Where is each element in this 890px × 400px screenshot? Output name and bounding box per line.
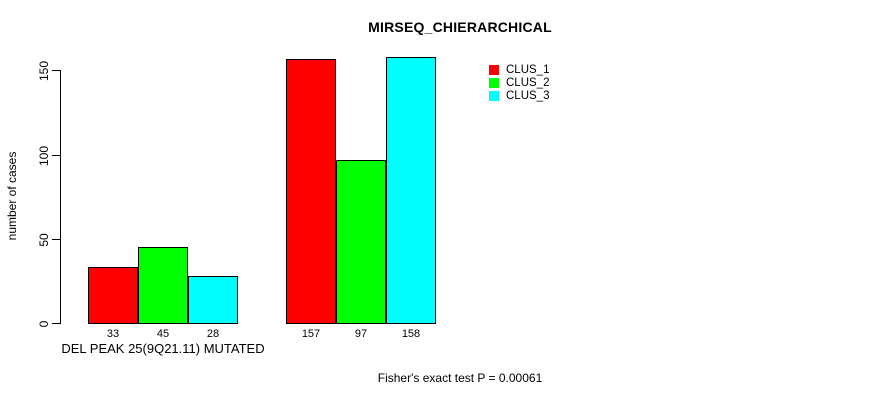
bar-value-label: 33 bbox=[106, 328, 120, 340]
bar-value-label: 97 bbox=[354, 328, 368, 340]
bar-value-label: 158 bbox=[401, 328, 421, 340]
legend-swatch-icon bbox=[489, 65, 499, 75]
y-tick-label-text: 50 bbox=[37, 232, 51, 247]
legend-label: CLUS_3 bbox=[506, 90, 550, 102]
y-tick-label-text: 100 bbox=[37, 145, 51, 166]
legend-row-clus_1: CLUS_1 bbox=[489, 64, 550, 76]
legend-label: CLUS_1 bbox=[506, 64, 550, 76]
bar-value-label: 157 bbox=[301, 328, 321, 340]
x-category-label: DEL PEAK 25(9Q21.11) MUTATED bbox=[61, 341, 265, 356]
bar-clus_1-group2 bbox=[286, 59, 336, 324]
y-tick-mark bbox=[52, 239, 60, 240]
legend-label: CLUS_2 bbox=[506, 77, 550, 89]
legend-row-clus_3: CLUS_3 bbox=[489, 90, 550, 102]
legend-swatch-icon bbox=[489, 91, 499, 101]
legend: CLUS_1 CLUS_2 CLUS_3 bbox=[489, 64, 550, 102]
y-tick-label-text: 150 bbox=[37, 60, 51, 81]
y-tick-mark bbox=[52, 155, 60, 156]
legend-row-clus_2: CLUS_2 bbox=[489, 77, 550, 89]
bar-clus_3-group1 bbox=[188, 276, 238, 324]
y-tick-mark bbox=[52, 323, 60, 324]
chart-title: MIRSEQ_CHIERARCHICAL bbox=[368, 19, 552, 35]
bar-value-label: 28 bbox=[206, 328, 220, 340]
bar-clus_2-group2 bbox=[336, 160, 386, 324]
bar-clus_1-group1 bbox=[88, 267, 138, 324]
legend-swatch-icon bbox=[489, 78, 499, 88]
y-tick-mark bbox=[52, 70, 60, 71]
bar-clus_2-group1 bbox=[138, 247, 188, 324]
y-tick-label-text: 0 bbox=[37, 320, 51, 327]
pvalue-annotation: Fisher's exact test P = 0.00061 bbox=[377, 371, 543, 385]
bar-value-label: 45 bbox=[156, 328, 170, 340]
y-axis-line bbox=[60, 70, 61, 324]
bar-clus_3-group2 bbox=[386, 57, 436, 324]
y-axis-title-text: number of cases bbox=[5, 151, 19, 241]
